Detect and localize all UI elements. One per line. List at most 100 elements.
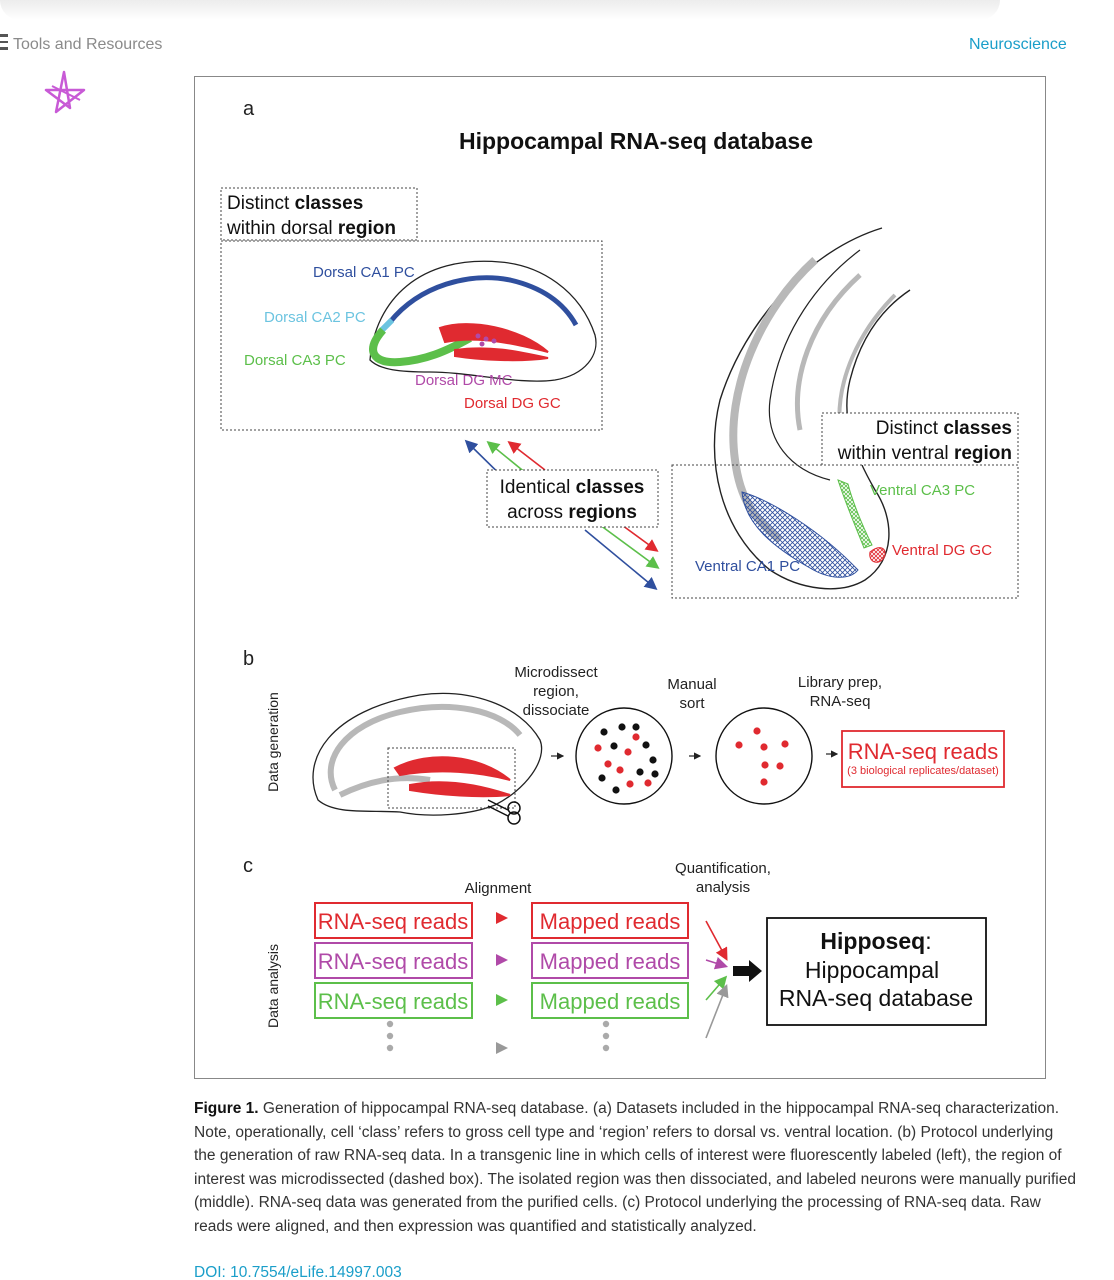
caption-label: Figure 1. (194, 1100, 259, 1117)
reads-text-purple: RNA-seq reads (318, 949, 468, 974)
dorsal-mc-dot (479, 341, 485, 347)
hippocampus-b-outline (312, 692, 543, 816)
sorted-cells (735, 727, 789, 786)
dorsal-mc-dot (475, 333, 481, 339)
arrow-down-green (599, 524, 660, 569)
step-sort-2: sort (679, 695, 705, 712)
subject-label[interactable]: Neuroscience (969, 36, 1067, 53)
dorsal-ca2 (379, 317, 395, 333)
section-label: Tools and Resources (13, 36, 163, 53)
ventral-box-line1: Distinct classes (876, 418, 1012, 439)
rnaseq-reads-subtitle: (3 biological replicates/dataset) (847, 765, 999, 777)
ventral-ca1-label: Ventral CA1 PC (695, 558, 800, 575)
panel-c-label: c (243, 855, 253, 877)
ventral-ca3-region (837, 479, 873, 549)
star-annotation-icon (44, 70, 86, 114)
dorsal-ca1 (388, 275, 579, 327)
dorsal-ca2-label: Dorsal CA2 PC (264, 309, 366, 326)
mapped-text-green: Mapped reads (540, 989, 681, 1014)
dissociated-cells (594, 723, 659, 794)
reads-box-red (314, 902, 473, 939)
panel-b-label: b (243, 648, 254, 670)
figure-1: a b c Hippocampal RNA-seq database Disti… (220, 98, 1019, 1054)
identical-box-line1: Identical classes (500, 477, 645, 498)
identical-label-box (486, 469, 659, 528)
side-label-generation: Data generation (265, 692, 281, 792)
dorsal-ca3 (369, 327, 472, 367)
mapped-box-purple (531, 942, 689, 979)
top-shadow (0, 0, 1000, 20)
hipposeq-box (766, 917, 987, 1026)
dorsal-mc-dot (491, 338, 497, 344)
step-microdissect-2: region, (533, 683, 579, 700)
figure-caption: Figure 1. Generation of hippocampal RNA-… (194, 1097, 1079, 1239)
ventral-label-box (821, 412, 1019, 466)
ventral-gc-label: Ventral DG GC (892, 542, 992, 559)
ventral-ca3-label: Ventral CA3 PC (870, 482, 975, 499)
mapped-box-red (531, 902, 689, 939)
quant-label-2: analysis (696, 879, 750, 896)
hippocampus-b-gray-1 (327, 704, 523, 792)
ventral-gray-band-2 (795, 273, 862, 431)
scissors-icon (487, 799, 521, 825)
identical-box-line2: across regions (507, 502, 637, 523)
hippocampus-b-gray-2 (338, 775, 431, 798)
mapped-box-green (531, 982, 689, 1019)
ventral-region-box (671, 464, 1019, 599)
dorsal-dg-gc (438, 323, 549, 362)
arrow-up-red (507, 441, 546, 471)
reads-box-purple (314, 942, 473, 979)
ellipsis-reads (386, 1020, 394, 1052)
ventral-gray-band-3 (837, 293, 897, 431)
figure-title: Hippocampal RNA-seq database (459, 128, 813, 154)
dorsal-gc-label: Dorsal DG GC (464, 395, 561, 412)
dorsal-ca3-label: Dorsal CA3 PC (244, 352, 346, 369)
dish-sorted (715, 707, 813, 805)
ellipsis-mapped (602, 1020, 610, 1052)
step-microdissect-3: dissociate (523, 702, 590, 719)
converge-arrow-red (705, 920, 728, 961)
reads-text-red: RNA-seq reads (318, 909, 468, 934)
hipposeq-title: Hipposeq: (820, 928, 931, 954)
dish-dissociated (575, 707, 673, 805)
microdissect-dashed-box (387, 747, 516, 809)
step-microdissect-1: Microdissect (514, 664, 598, 681)
panel-a-label: a (243, 98, 255, 120)
dorsal-ca1-label: Dorsal CA1 PC (313, 264, 415, 281)
converge-arrow-purple (705, 957, 729, 970)
hippocampus-b-dg (393, 756, 511, 798)
dorsal-mc-dot (483, 336, 489, 342)
ventral-box-line2: within ventral region (837, 443, 1012, 464)
ventral-inner-outline (768, 249, 861, 481)
ventral-gc-region (869, 547, 886, 563)
hipposeq-line3: RNA-seq database (779, 985, 973, 1011)
side-label-analysis: Data analysis (265, 944, 281, 1028)
caption-text: Generation of hippocampal RNA-seq databa… (194, 1100, 1076, 1235)
big-arrow (733, 960, 762, 982)
reads-box-green (314, 982, 473, 1019)
ventral-ca1-region (741, 491, 859, 578)
hipposeq-line2: Hippocampal (805, 957, 939, 983)
reads-text-green: RNA-seq reads (318, 989, 468, 1014)
converge-arrow-green (705, 975, 728, 1001)
dorsal-box-line1: Distinct classes (227, 193, 363, 214)
arrow-down-blue (584, 529, 658, 591)
step-library-1: Library prep, (798, 674, 882, 691)
dorsal-region-box (220, 240, 603, 431)
dorsal-label-box (220, 187, 418, 241)
mapped-text-purple: Mapped reads (540, 949, 681, 974)
alignment-label: Alignment (465, 880, 533, 897)
dorsal-hippocampus-outline (369, 260, 597, 382)
quant-label-1: Quantification, (675, 860, 771, 877)
ventral-hippocampus-outline (713, 227, 911, 590)
doi-link[interactable]: DOI: 10.7554/eLife.14997.003 (194, 1264, 402, 1280)
dorsal-box-line2: within dorsal region (226, 218, 396, 239)
step-library-2: RNA-seq (810, 693, 871, 710)
menu-icon[interactable] (0, 34, 8, 52)
converge-arrow-gray (705, 984, 729, 1039)
step-sort-1: Manual (667, 676, 716, 693)
mapped-text-red: Mapped reads (540, 909, 681, 934)
rnaseq-reads-box (841, 730, 1005, 788)
dorsal-mc-label: Dorsal DG MC (415, 372, 513, 389)
rnaseq-reads-title: RNA-seq reads (848, 739, 998, 764)
